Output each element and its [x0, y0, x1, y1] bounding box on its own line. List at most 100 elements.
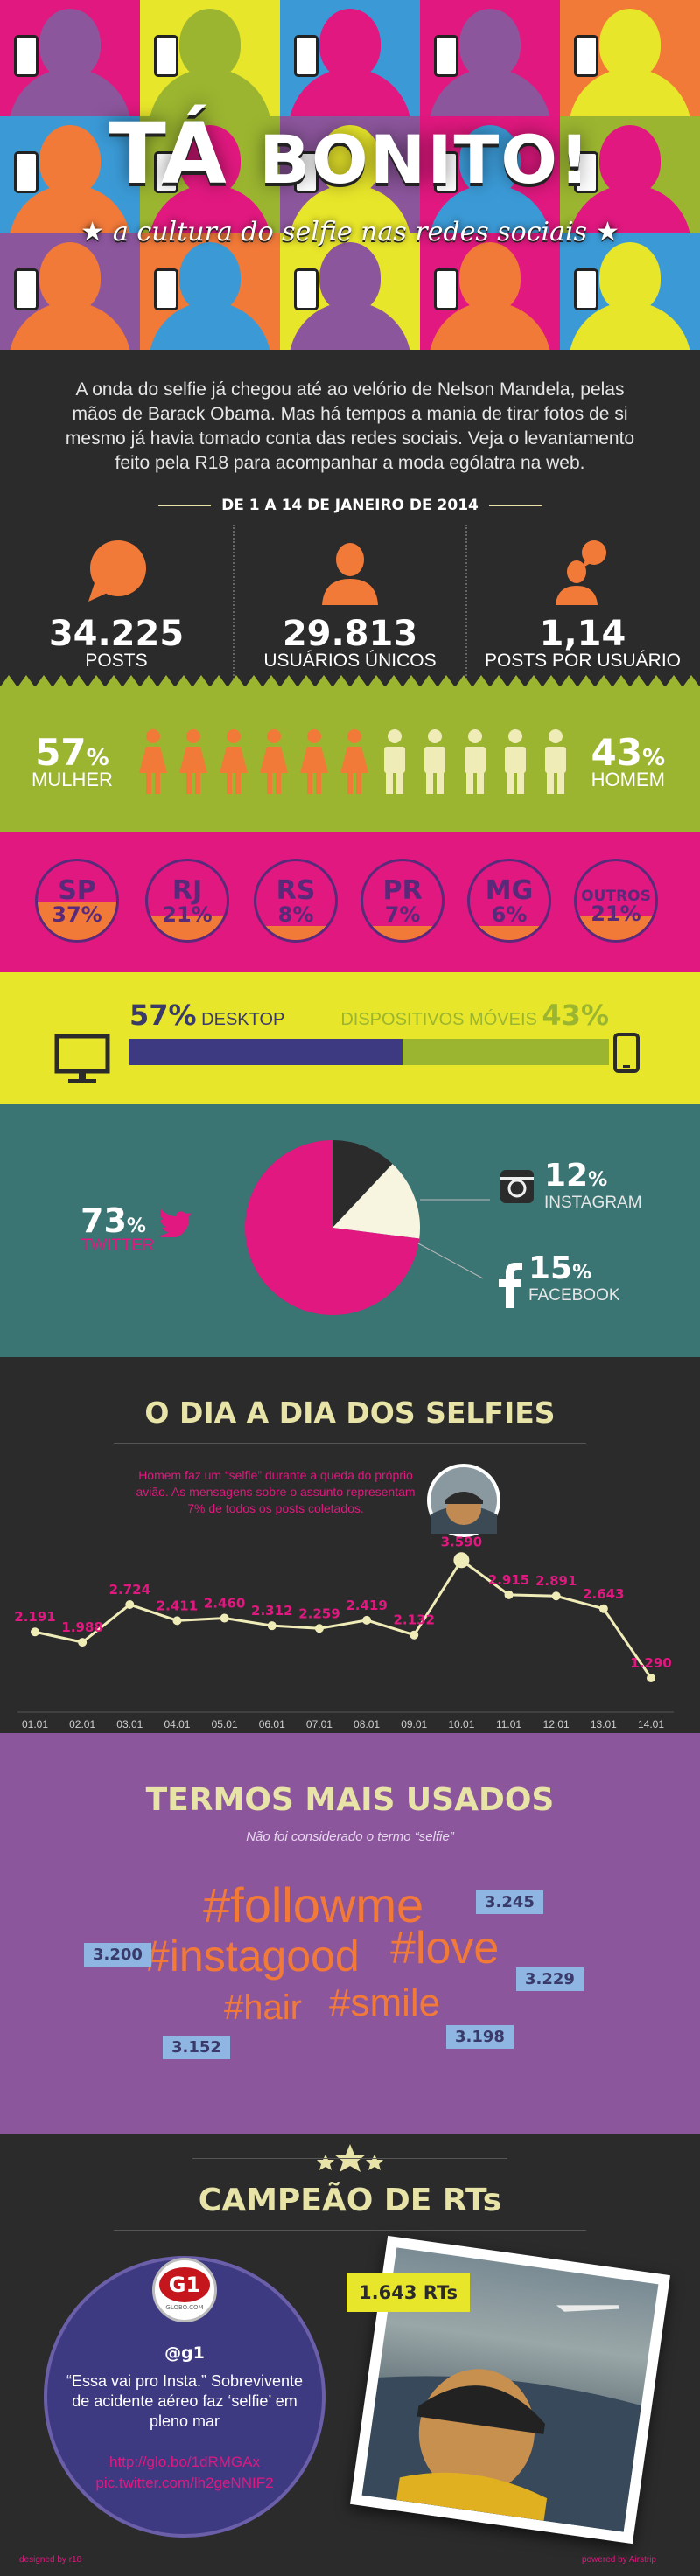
timeline-title: O DIA A DIA DOS SELFIES	[144, 1396, 556, 1430]
state-circle-mg: MG 6%	[467, 859, 551, 943]
instagram-icon	[500, 1170, 534, 1203]
data-point	[78, 1638, 88, 1647]
male-stat: 43% HOMEM	[591, 731, 665, 790]
timeline-annotation: Homem faz um “selfie” durante a queda do…	[136, 1468, 416, 1515]
intro-text: A onda do selfie já chegou até ao velóri…	[65, 379, 635, 473]
state-code: RJ	[172, 875, 203, 906]
facebook-stat: 15% FACEBOOK	[497, 1250, 620, 1308]
female-icon	[176, 728, 211, 797]
rts-section: CAMPEÃO DE RTs G1 GLOBO.COM @g1 “Essa va…	[0, 2134, 700, 2576]
data-point	[362, 1615, 372, 1625]
state-code: RS	[276, 875, 316, 906]
rt-tweet-card: G1 GLOBO.COM @g1 “Essa vai pro Insta.” S…	[44, 2256, 326, 2538]
term-smile: #smile	[329, 1981, 441, 2024]
annotation-photo	[427, 1464, 500, 1537]
stat-label: USUÁRIOS ÚNICOS	[263, 651, 437, 671]
twitter-bird-icon	[158, 1208, 192, 1238]
data-point	[551, 1591, 561, 1601]
social-pie-chart	[244, 1140, 490, 1315]
state-code: PR	[382, 875, 423, 906]
data-point	[125, 1600, 135, 1610]
state-value: 21%	[591, 902, 641, 926]
facebook-icon	[499, 1263, 522, 1308]
header: TÁ BONITO! ★ a cultura do selfie nas rede…	[0, 0, 700, 350]
daily-selfies-line-chart: 2.191 01.01 1.988 02.01 2.724 03.01 2.411 04.01…	[14, 1534, 674, 1730]
data-label: 2.915	[488, 1572, 529, 1588]
x-tick-label: 05.01	[212, 1718, 238, 1730]
header-tile	[560, 233, 700, 350]
state-code: MG	[485, 875, 534, 906]
page-title: TÁ BONITO!	[108, 105, 592, 203]
header-tile	[140, 233, 280, 350]
header-tile	[280, 116, 420, 233]
data-point	[267, 1621, 276, 1631]
pie-connector-facebook	[417, 1243, 484, 1279]
mobile-label: DISPOSITIVOS MÓVEIS 43%	[340, 999, 609, 1032]
female-icon	[337, 728, 372, 797]
male-icon	[498, 728, 533, 797]
data-label: 2.643	[583, 1586, 624, 1602]
x-tick-label: 11.01	[496, 1718, 522, 1730]
rt-photo	[350, 2235, 670, 2545]
desktop-icon	[54, 1034, 110, 1083]
state-value: 7%	[384, 902, 421, 927]
data-point	[220, 1613, 229, 1623]
pie-slice-instagram	[332, 1140, 393, 1228]
state-value: 37%	[52, 902, 102, 927]
page-subtitle: ★ a cultura do selfie nas redes sociais ★	[80, 217, 620, 247]
female-stat: 57% MULHER	[32, 731, 113, 790]
stat-label: POSTS	[85, 651, 148, 671]
data-label: 2.259	[298, 1605, 340, 1621]
header-tile	[0, 0, 140, 117]
stat-value: 34.225	[48, 614, 185, 654]
header-tile	[420, 0, 560, 117]
x-tick-label: 08.01	[354, 1718, 380, 1730]
data-label: 2.191	[14, 1609, 55, 1625]
terms-title: TERMOS MAIS USADOS	[145, 1782, 555, 1818]
state-circle-rs: RS 8%	[254, 859, 338, 943]
x-tick-label: 03.01	[116, 1718, 143, 1730]
selfie-photo-illustration	[361, 2305, 641, 2532]
header-tile	[420, 233, 560, 350]
header-tile	[280, 233, 420, 350]
female-icon	[136, 728, 171, 797]
data-label: 1.290	[630, 1655, 671, 1671]
x-tick-label: 01.01	[22, 1718, 48, 1730]
x-tick-label: 14.01	[638, 1718, 664, 1730]
stat-posts: 34.225 POSTS	[0, 525, 233, 682]
rt-link-short[interactable]: http://glo.bo/1dRMGAx	[109, 2454, 260, 2470]
rt-handle: @g1	[164, 2343, 205, 2363]
x-tick-label: 12.01	[543, 1718, 570, 1730]
male-icon	[377, 728, 412, 797]
data-point	[647, 1674, 655, 1683]
term-count-followme: 3.245	[476, 1890, 543, 1914]
gender-section: 57% MULHER 43% HOMEM	[0, 686, 700, 832]
data-label: 2.132	[394, 1612, 435, 1628]
device-section: 57% DESKTOP DISPOSITIVOS MÓVEIS 43%	[0, 972, 700, 1104]
rt-link-pic[interactable]: pic.twitter.com/lh2geNNIF2	[95, 2475, 274, 2491]
twitter-stat: 73% TWITTER	[80, 1201, 192, 1256]
female-icon	[256, 728, 291, 797]
desktop-label: 57% DESKTOP	[130, 999, 285, 1032]
data-point	[598, 1604, 608, 1613]
term-count-smile: 3.198	[446, 2025, 514, 2049]
header-tile	[280, 0, 420, 117]
term-instagood: #instagood	[145, 1932, 360, 1981]
social-section: 73% TWITTER 12% INSTAGRAM 15% FACEBOOK	[0, 1104, 700, 1357]
data-label: 2.724	[109, 1582, 150, 1598]
stat-value: 29.813	[282, 614, 418, 654]
header-tile	[0, 116, 140, 233]
stat-posts-per-user: 1,14 POSTS POR USUÁRIO	[466, 525, 698, 682]
footer-credit-right: powered by Airstrip	[581, 2555, 656, 2565]
header-tile	[140, 116, 280, 233]
data-point	[31, 1627, 39, 1637]
term-count-love: 3.229	[516, 1967, 584, 1991]
data-label: 2.460	[204, 1595, 245, 1611]
data-point	[410, 1630, 419, 1640]
male-icon	[538, 728, 573, 797]
x-tick-label: 04.01	[164, 1718, 190, 1730]
terms-section: TERMOS MAIS USADOS Não foi considerado o…	[0, 1733, 700, 2134]
state-value: 21%	[162, 902, 213, 927]
data-label: 2.312	[251, 1603, 292, 1619]
